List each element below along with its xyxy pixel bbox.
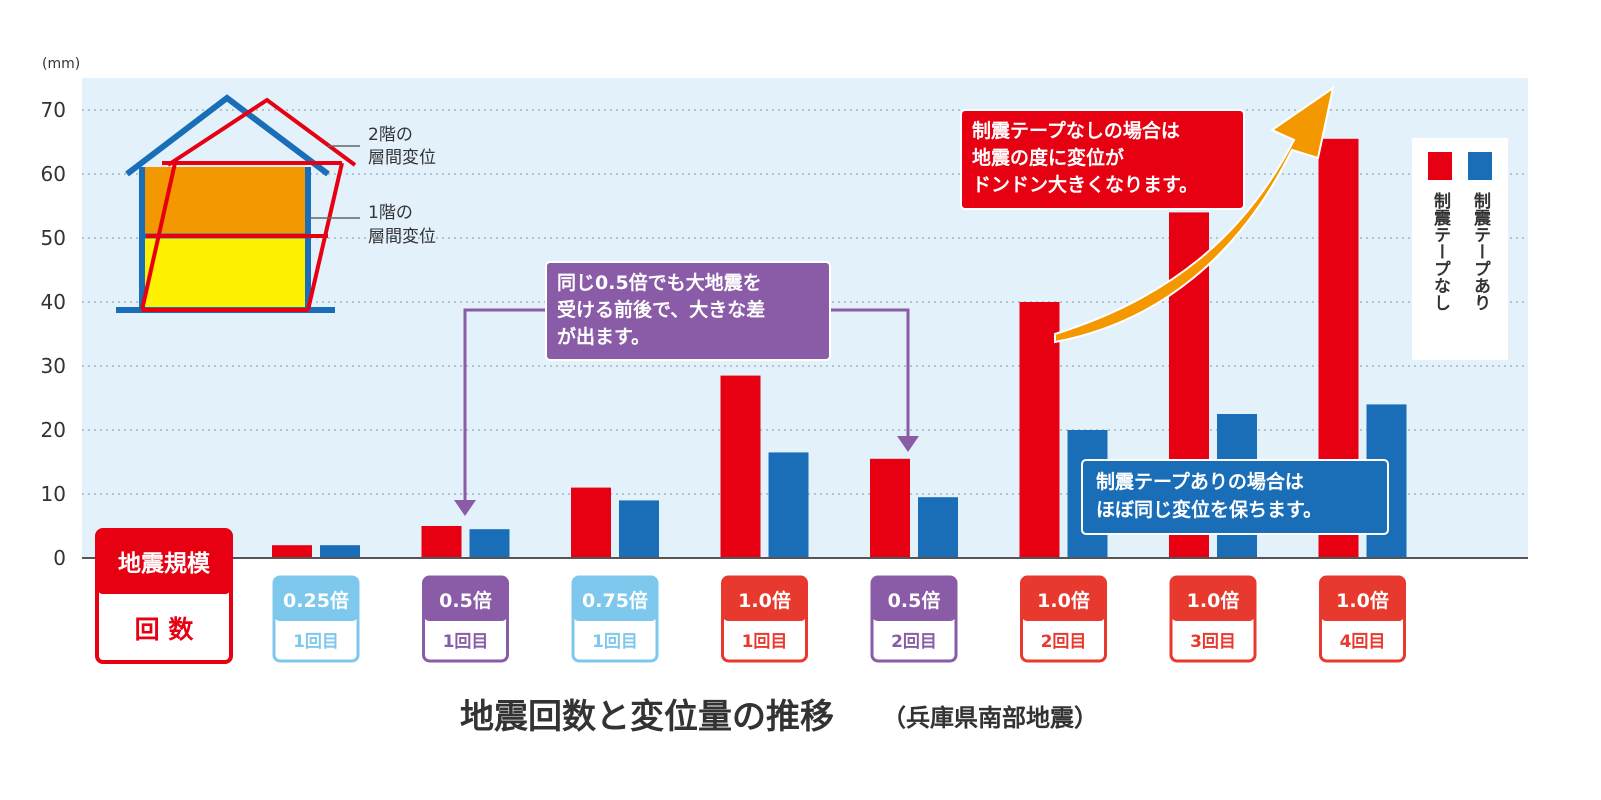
purple-note: 同じ0.5倍でも大地震を 受ける前後で、大きな差 が出ます。: [454, 261, 919, 516]
y-tick-label: 40: [41, 290, 66, 314]
bar-without-tape: [571, 487, 611, 558]
bar-without-tape: [272, 545, 312, 558]
row-header-count: 回 数: [135, 615, 195, 644]
bar-with-tape: [768, 452, 809, 558]
bar-with-tape: [320, 545, 360, 558]
category-scale-label: 1.0倍: [738, 589, 791, 612]
red-note: 制震テープなしの場合は 地震の度に変位が ドンドン大きくなります。: [960, 109, 1245, 210]
house-roof-displaced: [166, 97, 357, 167]
legend-box: [1412, 138, 1508, 360]
category-scale-label: 1.0倍: [1187, 589, 1240, 612]
category-count-label: 1回目: [293, 632, 339, 652]
red-note-line3: ドンドン大きくなります。: [972, 173, 1198, 196]
category-count-label: 4回目: [1340, 632, 1386, 652]
category-badge: 0.5倍 2回目: [870, 575, 958, 663]
category-badge: 0.25倍 1回目: [272, 575, 360, 663]
y-tick-label: 20: [41, 418, 66, 442]
category-count-label: 3回目: [1190, 632, 1236, 652]
category-badge-top: [573, 577, 657, 621]
row-header-scale: 地震規模: [118, 551, 211, 577]
legend-label-without: 制震テープなし: [1430, 191, 1452, 311]
blue-note: 制震テープありの場合は ほぼ同じ変位を保ちます。: [1081, 459, 1389, 535]
y-tick-label: 60: [41, 162, 66, 186]
purple-arrow-right-line: [830, 308, 910, 436]
row-header-top: [97, 530, 231, 594]
purple-note-line1: 同じ0.5倍でも大地震を: [557, 271, 762, 294]
purple-note-line2: 受ける前後で、大きな差: [557, 298, 765, 321]
house-floor1: [142, 238, 308, 310]
floor2-label-line1: 2階の: [368, 125, 413, 145]
house-diagram: 2階の 層間変位 1階の 層間変位: [116, 94, 436, 313]
y-tick-label: 50: [41, 226, 66, 250]
bar-without-tape: [421, 526, 462, 558]
category-scale-label: 0.75倍: [582, 589, 648, 612]
bar-with-tape: [619, 500, 659, 558]
category-count-label: 1回目: [443, 632, 489, 652]
category-badge-top: [423, 577, 508, 621]
category-badge: 1.0倍 2回目: [1020, 575, 1107, 663]
y-tick-label: 0: [53, 546, 66, 570]
trend-arrow: [1054, 85, 1335, 344]
category-scale-label: 1.0倍: [1037, 589, 1090, 612]
purple-note-line3: が出ます。: [557, 325, 650, 348]
category-scale-label: 0.25倍: [283, 589, 349, 612]
trend-arrow-shape: [1054, 85, 1335, 344]
floor2-label-line2: 層間変位: [368, 148, 436, 168]
category-badge-top: [872, 577, 956, 621]
category-badge: 1.0倍 1回目: [721, 575, 808, 663]
y-tick-label: 30: [41, 354, 66, 378]
blue-note-box: [1081, 459, 1389, 535]
legend-label-with: 制震テープあり: [1470, 191, 1492, 311]
chart-title: 地震回数と変位量の推移: [460, 697, 834, 737]
floor1-label-line1: 1階の: [368, 203, 413, 223]
category-count-label: 2回目: [891, 632, 937, 652]
house-roof-original: [125, 94, 330, 177]
category-scale-label: 1.0倍: [1336, 589, 1389, 612]
red-note-box: [960, 109, 1245, 210]
y-tick-label: 10: [41, 482, 66, 506]
legend-swatch-with: [1468, 152, 1492, 180]
chart-subtitle: （兵庫県南部地震）: [882, 704, 1098, 732]
category-badges: 0.25倍1回目0.5倍1回目0.75倍1回目1.0倍1回目0.5倍2回目1.0…: [272, 575, 1406, 663]
category-badge: 1.0倍 3回目: [1169, 575, 1257, 663]
category-scale-label: 0.5倍: [888, 589, 941, 612]
blue-note-line2: ほぼ同じ変位を保ちます。: [1096, 498, 1322, 521]
legend-swatch-without: [1428, 152, 1452, 180]
purple-arrow-right-head: [897, 436, 919, 452]
category-scale-label: 0.5倍: [439, 589, 492, 612]
row-header: 地震規模 回 数: [95, 528, 233, 664]
category-badge-top: [722, 577, 807, 621]
category-count-label: 1回目: [592, 632, 638, 652]
y-axis-ticks: 0 10 20 30 40 50 60 70: [41, 98, 66, 570]
blue-note-line1: 制震テープありの場合は: [1096, 470, 1304, 493]
bar-without-tape: [720, 375, 761, 558]
legend: 制震テープなし 制震テープあり: [1412, 138, 1508, 360]
category-badge-top: [274, 577, 358, 621]
red-note-line1: 制震テープなしの場合は: [972, 119, 1180, 142]
category-badge-top: [1021, 577, 1106, 621]
purple-arrow-left-line: [463, 308, 548, 500]
purple-arrow-left-head: [454, 500, 476, 516]
category-badge: 1.0倍 4回目: [1319, 575, 1406, 663]
category-badge: 0.75倍 1回目: [571, 575, 659, 663]
category-badge-top: [1171, 577, 1255, 621]
bar-with-tape: [469, 529, 510, 558]
bar-with-tape: [918, 497, 958, 558]
category-count-label: 2回目: [1041, 632, 1087, 652]
bar-without-tape: [1019, 302, 1060, 558]
y-axis-unit: (mm): [42, 56, 80, 72]
y-tick-label: 70: [41, 98, 66, 122]
category-count-label: 1回目: [742, 632, 788, 652]
category-badge-top: [1320, 577, 1405, 621]
bar-without-tape: [870, 458, 910, 558]
purple-note-box: [545, 261, 831, 361]
red-note-line2: 地震の度に変位が: [972, 146, 1124, 169]
floor1-label-line2: 層間変位: [368, 227, 436, 247]
category-badge: 0.5倍 1回目: [422, 575, 509, 663]
